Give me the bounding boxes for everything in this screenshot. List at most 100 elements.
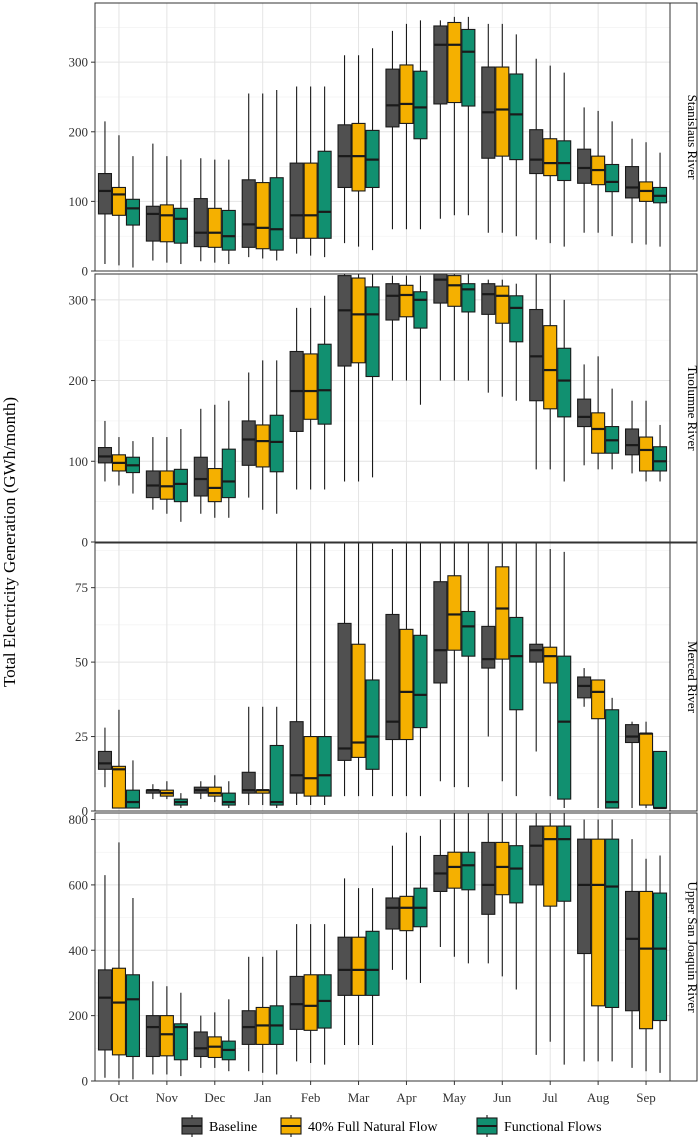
box-iqr: [97, 447, 113, 464]
box-baseline-jun: [481, 23, 496, 233]
box-functional-flows-feb: [317, 924, 332, 1065]
box-iqr: [591, 838, 606, 1007]
box-iqr: [433, 273, 448, 304]
box-baseline-jan: [241, 372, 256, 498]
box-iqr: [207, 467, 222, 503]
box-iqr: [557, 655, 572, 800]
box-iqr: [481, 625, 496, 669]
legend-label: Functional Flows: [504, 1120, 602, 1135]
box-iqr: [447, 575, 462, 651]
x-tick-label: Nov: [156, 1090, 179, 1105]
y-tick-label: 50: [75, 655, 88, 670]
panel-3: 0 25 50 75 Merced River: [75, 542, 699, 819]
box-40-full-natural-flow-dec: [207, 775, 222, 803]
box-40-full-natural-flow-nov: [159, 986, 174, 1075]
legend-item-40-full-natural-flow: 40% Full Natural Flow: [280, 1115, 438, 1137]
box-iqr: [97, 969, 113, 1051]
box-iqr: [365, 679, 380, 770]
box-baseline-jan: [241, 956, 256, 1072]
box-baseline-nov: [145, 437, 160, 510]
box-iqr: [97, 172, 113, 215]
box-iqr: [543, 325, 558, 410]
box-40-full-natural-flow-oct: [111, 437, 127, 486]
x-tick-label: Dec: [204, 1090, 225, 1105]
box-iqr: [351, 936, 366, 996]
box-40-full-natural-flow-jan: [255, 956, 270, 1073]
box-iqr: [255, 182, 270, 250]
box-iqr: [495, 285, 510, 324]
box-iqr: [159, 1015, 174, 1057]
box-40-full-natural-flow-oct: [111, 709, 127, 809]
box-iqr: [605, 709, 620, 809]
facet-strip-label: Upper San Joaquin River: [685, 881, 699, 1013]
box-iqr: [509, 845, 524, 904]
box-iqr: [557, 825, 572, 902]
box-iqr: [289, 162, 304, 239]
box-functional-flows-sep: [652, 152, 668, 247]
box-iqr: [399, 895, 414, 932]
legend: Baseline 40% Full Natural Flow Functional …: [181, 1115, 602, 1137]
box-functional-flows-apr: [413, 20, 428, 230]
box-functional-flows-may: [461, 813, 476, 964]
x-tick-label: Mar: [348, 1090, 370, 1105]
box-iqr: [557, 347, 572, 418]
box-baseline-aug: [577, 819, 592, 1062]
x-tick-label: Apr: [396, 1090, 417, 1105]
box-iqr: [577, 398, 592, 428]
box-40-full-natural-flow-mar: [351, 274, 366, 482]
box-functional-flows-may: [461, 274, 476, 381]
box-baseline-apr: [385, 30, 400, 230]
box-40-full-natural-flow-nov: [159, 156, 174, 263]
box-functional-flows-jan: [269, 706, 284, 809]
box-functional-flows-jul: [557, 299, 572, 482]
box-iqr: [385, 283, 400, 321]
box-40-full-natural-flow-mar: [351, 55, 366, 247]
box-40-full-natural-flow-sep: [638, 858, 654, 1072]
y-tick-label: 0: [82, 264, 89, 279]
box-40-full-natural-flow-dec: [207, 404, 222, 518]
box-baseline-feb: [289, 86, 304, 254]
box-iqr: [461, 28, 476, 107]
y-tick-label: 300: [69, 292, 89, 307]
box-baseline-feb: [289, 307, 304, 490]
box-iqr: [624, 428, 640, 456]
box-40-full-natural-flow-aug: [591, 819, 606, 1062]
box-baseline-jul: [529, 543, 544, 752]
box-40-full-natural-flow-feb: [303, 543, 318, 806]
box-functional-flows-aug: [605, 388, 620, 470]
box-baseline-may: [433, 819, 448, 947]
y-tick-label: 200: [69, 124, 89, 139]
box-iqr: [447, 21, 462, 104]
box-iqr: [365, 930, 380, 996]
box-iqr: [255, 424, 270, 468]
box-baseline-dec: [193, 408, 208, 514]
box-functional-flows-dec: [221, 400, 236, 518]
box-functional-flows-oct: [125, 156, 141, 268]
box-iqr: [529, 825, 544, 886]
box-iqr: [173, 1023, 188, 1061]
box-functional-flows-nov: [173, 992, 188, 1077]
box-iqr: [269, 744, 284, 806]
panel-background: [95, 274, 670, 542]
box-iqr: [193, 456, 208, 497]
box-40-full-natural-flow-jun: [495, 543, 510, 782]
box-iqr: [481, 283, 496, 315]
box-iqr: [577, 838, 592, 955]
box-40-full-natural-flow-jan: [255, 706, 270, 806]
y-tick-label: 600: [69, 877, 89, 892]
box-iqr: [159, 204, 174, 243]
box-iqr: [529, 643, 544, 663]
box-functional-flows-aug: [605, 697, 620, 809]
y-tick-label: 200: [69, 373, 89, 388]
box-functional-flows-jun: [509, 543, 524, 797]
x-tick-label: Oct: [110, 1090, 129, 1105]
box-iqr: [97, 750, 113, 770]
facet-strip: [669, 273, 698, 543]
box-functional-flows-mar: [365, 543, 380, 797]
box-functional-flows-dec: [221, 159, 236, 265]
box-functional-flows-mar: [365, 274, 380, 478]
box-baseline-apr: [385, 548, 400, 797]
box-iqr: [269, 414, 284, 473]
box-40-full-natural-flow-aug: [591, 110, 606, 233]
box-functional-flows-jun: [509, 283, 524, 401]
